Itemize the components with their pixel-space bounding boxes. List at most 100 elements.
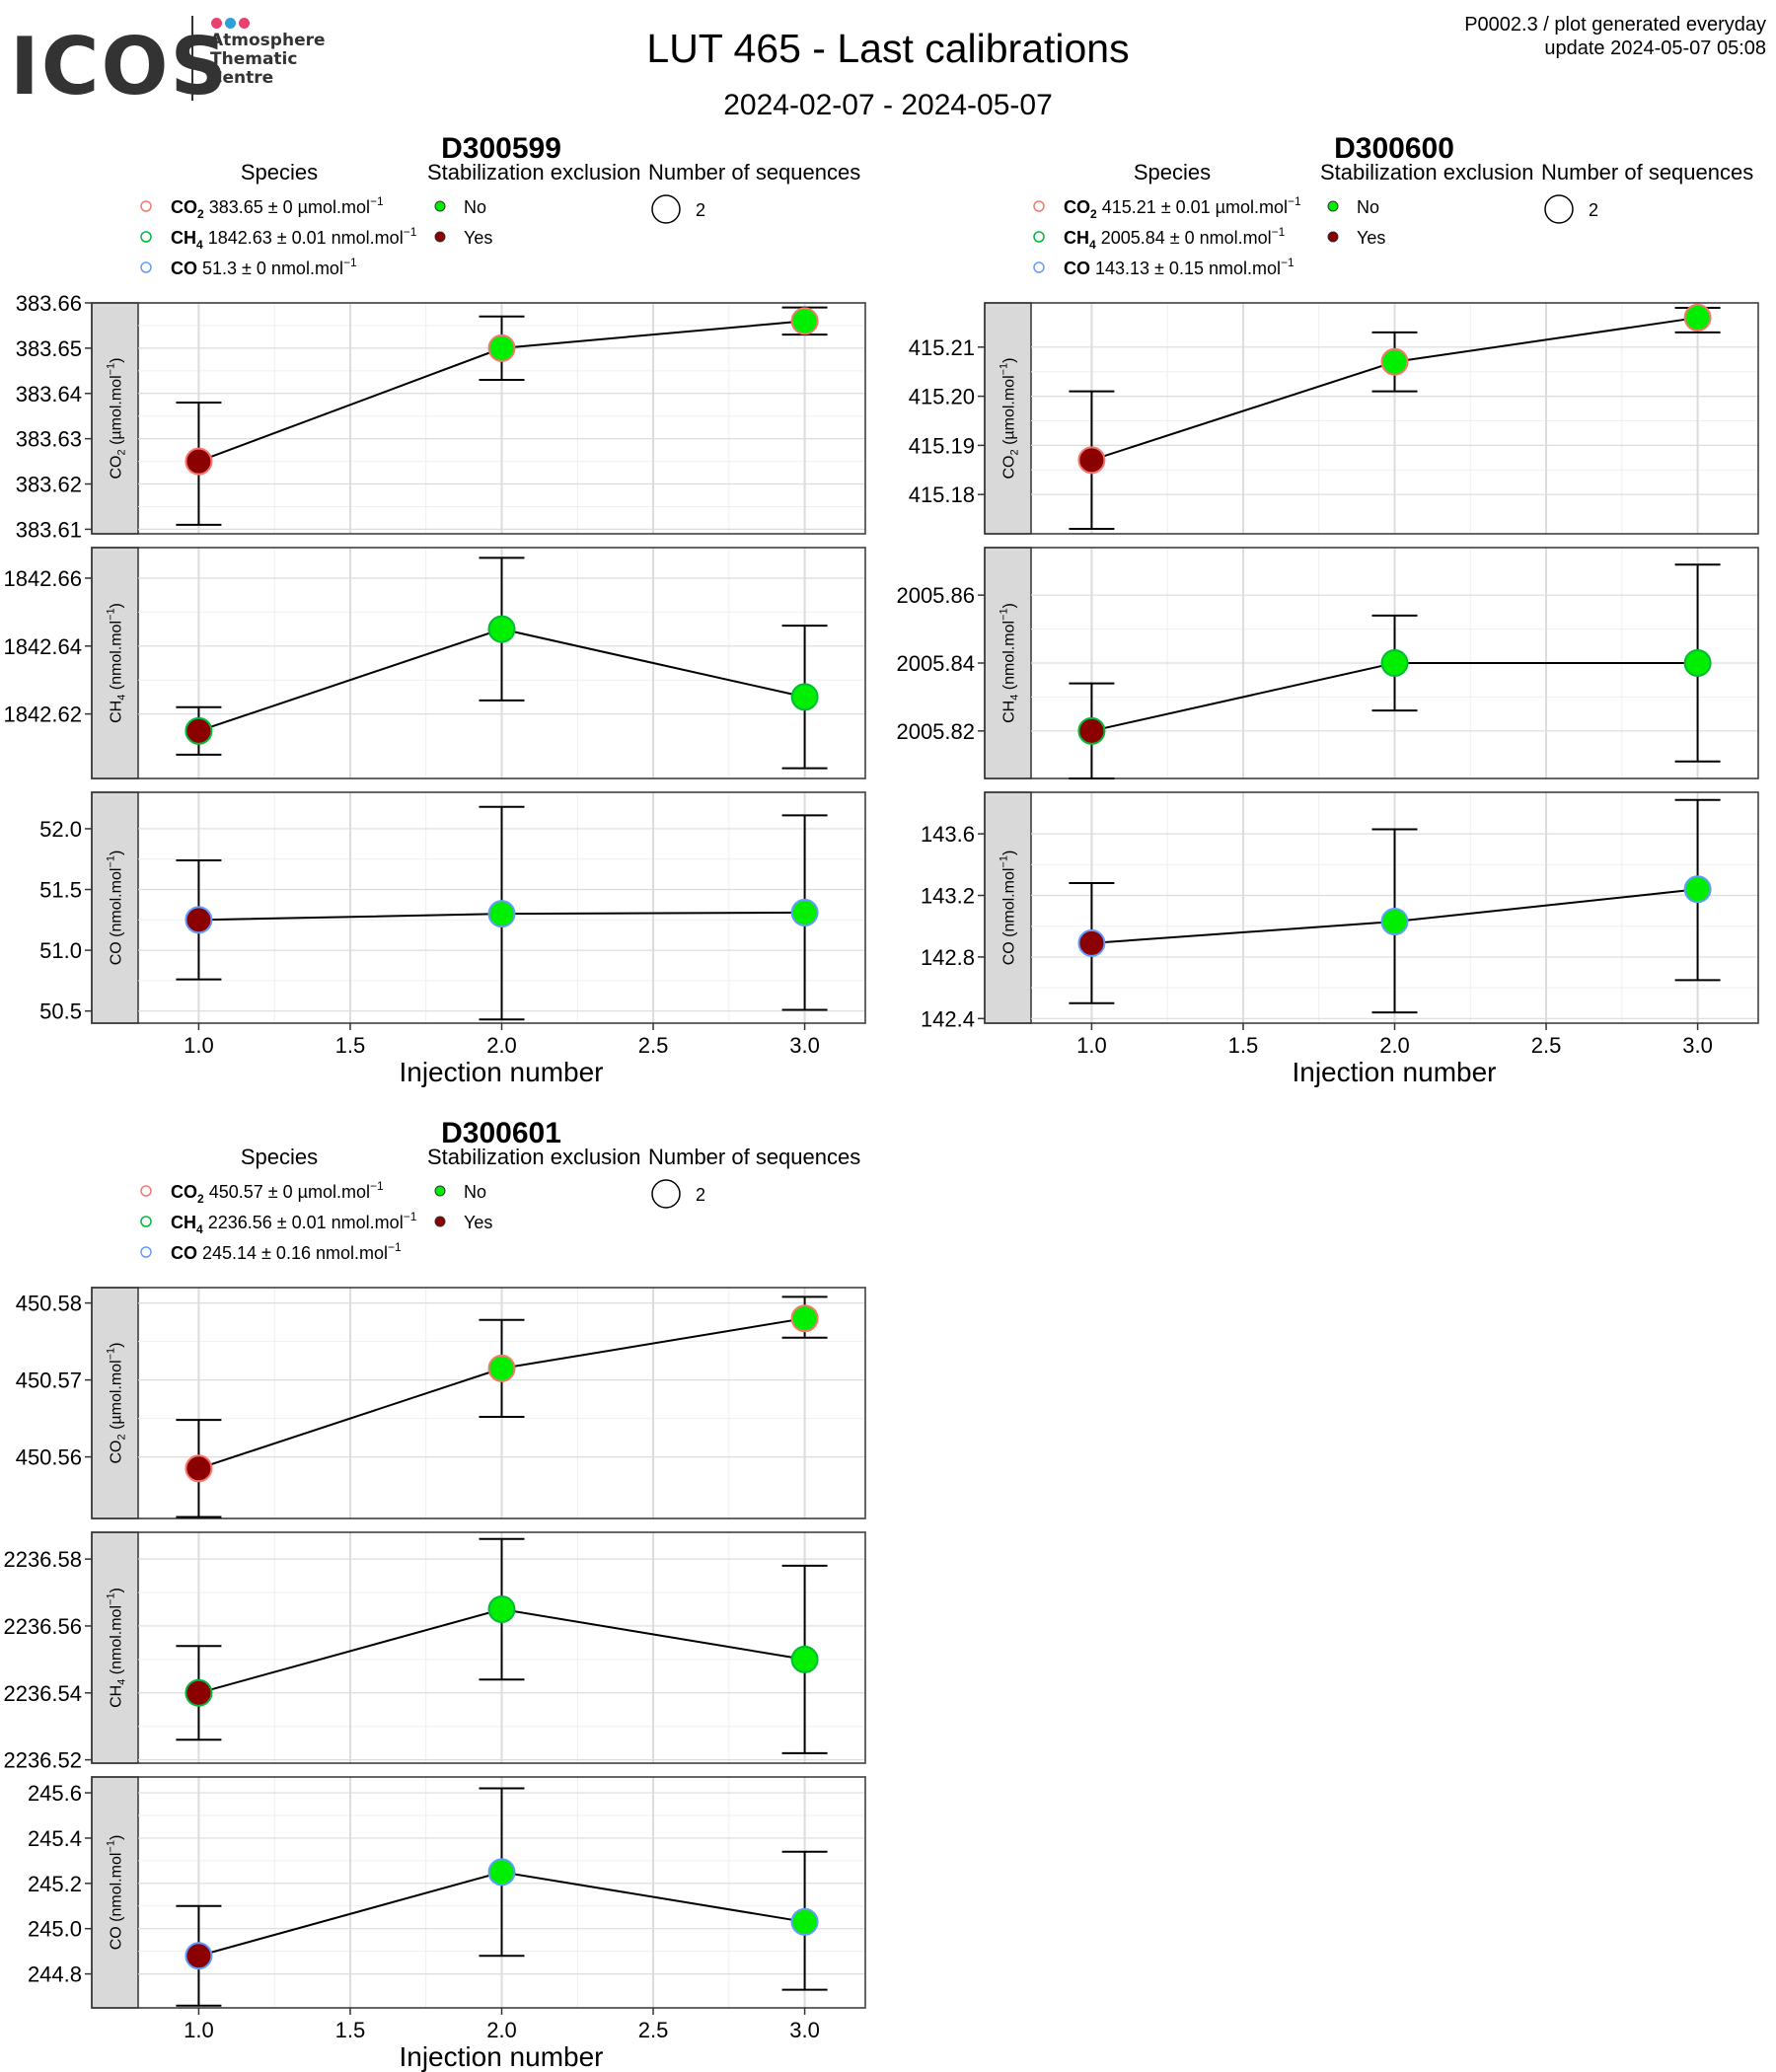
data-point bbox=[1683, 649, 1712, 677]
chart-title: D300599 bbox=[441, 132, 561, 165]
y-tick-label: 2236.52 bbox=[3, 1748, 82, 1773]
legend-stabilization-marker bbox=[434, 1216, 446, 1227]
x-tick-label: 1.0 bbox=[1076, 1033, 1107, 1058]
legend-species-marker bbox=[140, 231, 152, 243]
y-tick-label: 2005.84 bbox=[896, 651, 975, 676]
legend-sequence-marker bbox=[1544, 194, 1574, 224]
data-point bbox=[487, 1858, 516, 1887]
data-point bbox=[1077, 446, 1106, 475]
x-tick-label: 2.5 bbox=[638, 2018, 669, 2042]
y-tick-label: 450.56 bbox=[16, 1445, 82, 1470]
panel-border bbox=[91, 302, 866, 535]
chart-title: D300601 bbox=[441, 1117, 561, 1149]
legend-species-entry: CH4 2005.84 ± 0 nmol.mol−1 bbox=[1064, 225, 1286, 252]
data-point bbox=[185, 716, 213, 745]
data-point bbox=[487, 1595, 516, 1623]
legend-stabilization-label: Yes bbox=[1357, 228, 1385, 248]
panel-border bbox=[984, 791, 1759, 1024]
panel-border bbox=[91, 1287, 866, 1519]
legend-species-marker bbox=[140, 1185, 152, 1197]
legend-species-entry: CH4 2236.56 ± 0.01 nmol.mol−1 bbox=[171, 1210, 417, 1236]
panel-strip-label: CH4 (nmol.mol−1) bbox=[106, 1588, 128, 1708]
legend-species-entry: CO2 450.57 ± 0 µmol.mol−1 bbox=[171, 1179, 384, 1206]
data-point bbox=[185, 1678, 213, 1707]
panel-strip-label: CO2 (µmol.mol−1) bbox=[106, 1343, 128, 1464]
data-point bbox=[1683, 875, 1712, 904]
legend-species-marker bbox=[1033, 231, 1045, 243]
data-point bbox=[790, 307, 819, 335]
y-tick-label: 2005.86 bbox=[896, 583, 975, 608]
data-point bbox=[185, 1454, 213, 1483]
x-tick-label: 2.0 bbox=[1379, 1033, 1410, 1058]
legend-stabilization-marker bbox=[1327, 231, 1339, 243]
y-tick-label: 245.4 bbox=[28, 1826, 82, 1851]
legend-sequence-label: 2 bbox=[1589, 200, 1598, 220]
x-tick-label: 3.0 bbox=[1682, 1033, 1713, 1058]
y-tick-label: 245.0 bbox=[28, 1917, 82, 1942]
y-tick-label: 142.8 bbox=[921, 945, 975, 970]
y-tick-label: 383.65 bbox=[16, 336, 82, 361]
legend-title-sequences: Number of sequences bbox=[1541, 160, 1753, 185]
y-tick-label: 415.21 bbox=[909, 335, 975, 360]
y-tick-label: 383.63 bbox=[16, 427, 82, 452]
panel-strip bbox=[91, 791, 139, 1024]
data-point bbox=[790, 1645, 819, 1673]
x-tick-label: 2.0 bbox=[486, 2018, 517, 2042]
y-tick-label: 142.4 bbox=[921, 1006, 975, 1031]
y-tick-label: 2236.56 bbox=[3, 1614, 82, 1639]
x-tick-label: 1.0 bbox=[184, 2018, 214, 2042]
y-tick-label: 51.0 bbox=[39, 938, 82, 963]
data-point bbox=[487, 333, 516, 362]
x-tick-label: 2.0 bbox=[486, 1033, 517, 1058]
y-tick-label: 143.6 bbox=[921, 822, 975, 847]
panel-strip bbox=[91, 1531, 139, 1764]
x-axis-title: Injection number bbox=[399, 1057, 603, 1087]
y-tick-label: 415.19 bbox=[909, 433, 975, 458]
legend-sequence-label: 2 bbox=[696, 1185, 705, 1205]
legend-stabilization-marker bbox=[434, 231, 446, 243]
legend-sequence-marker bbox=[651, 1179, 681, 1209]
data-point bbox=[1077, 716, 1106, 745]
chart-block: D300600 Species Stabilization exclusion Num… bbox=[896, 132, 1759, 1087]
legend-stabilization-marker bbox=[434, 1185, 446, 1197]
page-subtitle: 2024-02-07 - 2024-05-07 bbox=[723, 89, 1053, 121]
legend-sequence-marker bbox=[651, 194, 681, 224]
legend-species-entry: CO2 415.21 ± 0.01 µmol.mol−1 bbox=[1064, 194, 1301, 221]
panel-border bbox=[91, 1531, 866, 1764]
y-tick-label: 51.5 bbox=[39, 878, 82, 903]
y-tick-label: 143.2 bbox=[921, 884, 975, 909]
legend-title-species: Species bbox=[241, 160, 318, 185]
x-tick-label: 2.5 bbox=[638, 1033, 669, 1058]
panel-strip-label: CO2 (µmol.mol−1) bbox=[106, 358, 128, 480]
legend-species-entry: CO 245.14 ± 0.16 nmol.mol−1 bbox=[171, 1240, 402, 1263]
legend-species-marker bbox=[1033, 261, 1045, 273]
legend-sequence-label: 2 bbox=[696, 200, 705, 220]
y-tick-label: 450.57 bbox=[16, 1369, 82, 1393]
y-tick-label: 383.62 bbox=[16, 473, 82, 497]
logo-text-line-1: Atmosphere bbox=[210, 31, 326, 50]
data-point bbox=[185, 906, 213, 934]
legend-species-marker bbox=[1033, 200, 1045, 212]
panel-border bbox=[984, 302, 1759, 535]
data-point bbox=[790, 683, 819, 711]
legend-species-marker bbox=[140, 1246, 152, 1258]
data-point bbox=[1380, 908, 1409, 936]
data-point bbox=[790, 898, 819, 926]
y-tick-label: 383.61 bbox=[16, 517, 82, 542]
data-point bbox=[1380, 347, 1409, 376]
y-tick-label: 2236.58 bbox=[3, 1547, 82, 1572]
legend-stabilization-label: No bbox=[464, 197, 486, 217]
y-tick-label: 383.64 bbox=[16, 382, 82, 407]
chart-block: D300601 Species Stabilization exclusion Num… bbox=[3, 1117, 866, 2072]
y-tick-label: 245.2 bbox=[28, 1872, 82, 1896]
update-timestamp: update 2024-05-07 05:08 bbox=[1544, 37, 1766, 59]
data-point bbox=[790, 1304, 819, 1333]
legend-stabilization-marker bbox=[1327, 200, 1339, 212]
generation-info: P0002.3 / plot generated everyday bbox=[1464, 14, 1766, 36]
legend-species-entry: CO 51.3 ± 0 nmol.mol−1 bbox=[171, 256, 357, 278]
panel-strip-label: CH4 (nmol.mol−1) bbox=[999, 603, 1021, 723]
legend-stabilization-label: No bbox=[1357, 197, 1379, 217]
panel-strip bbox=[984, 547, 1032, 779]
